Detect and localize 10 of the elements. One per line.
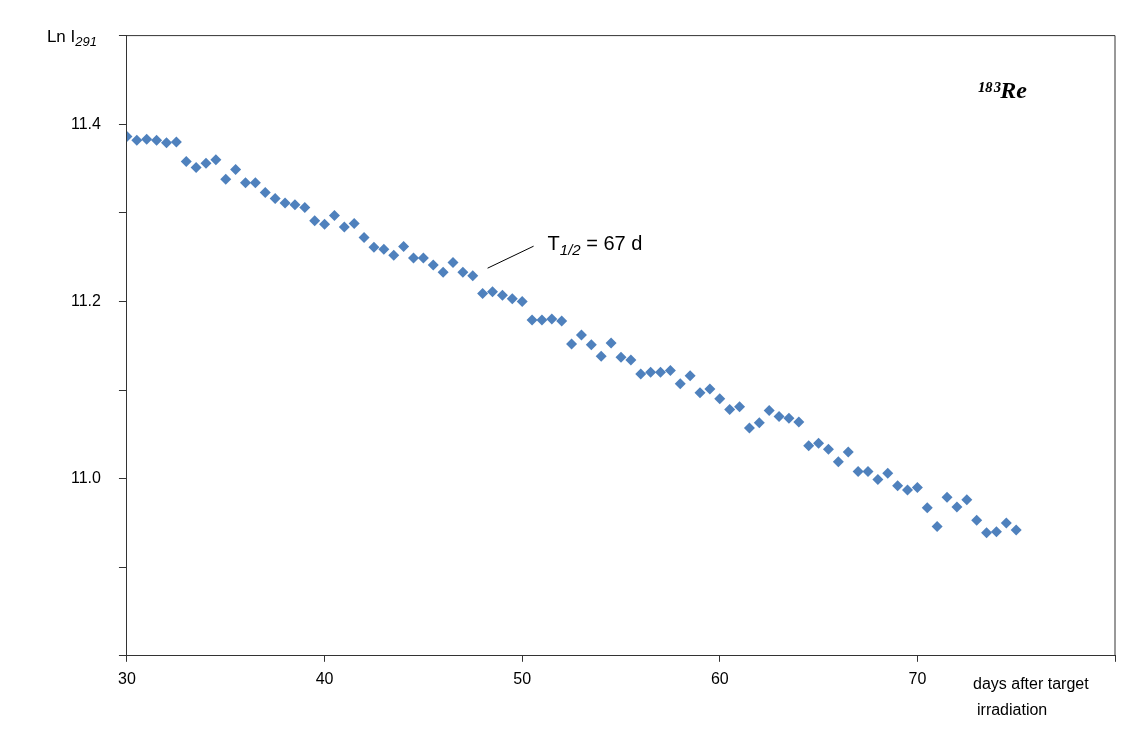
x-tick-label: 60	[710, 669, 729, 687]
x-tick-label: 50	[513, 669, 532, 687]
x-tick-label: 30	[118, 669, 136, 687]
x-tick-label: 70	[908, 669, 927, 687]
x-tick-label: 40	[315, 669, 334, 687]
x-axis-title: days after target irradiation	[973, 674, 1090, 718]
annotation: ¹⁸³Re	[977, 76, 1028, 103]
y-tick-label: 11.2	[71, 291, 102, 309]
y-tick-label: 11.4	[71, 114, 102, 132]
y-tick-label: 11.0	[71, 469, 102, 487]
